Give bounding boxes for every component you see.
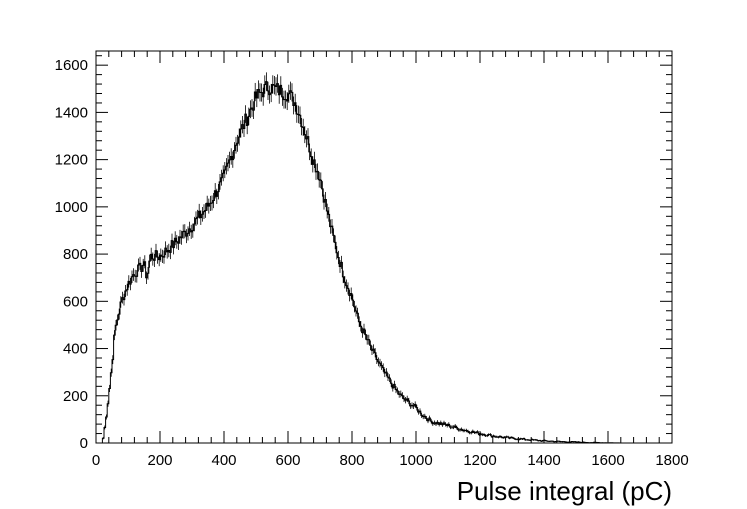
x-tick-label: 0 — [92, 452, 100, 469]
x-tick-label: 200 — [147, 452, 172, 469]
y-tick-label: 1600 — [55, 57, 88, 74]
tick-labels: 0 200 400 600 800 1000 1200 1400 1600 1800 0 200 400… — [55, 57, 689, 469]
y-tick-label: 200 — [63, 388, 88, 405]
x-tick-label: 800 — [339, 452, 364, 469]
x-axis-title: Pulse integral (pC) — [457, 476, 672, 506]
histogram-line — [96, 81, 640, 444]
x-tick-label: 600 — [275, 452, 300, 469]
y-tick-label: 1200 — [55, 152, 88, 169]
x-tick-label: 1400 — [527, 452, 560, 469]
y-tick-label: 0 — [80, 435, 88, 452]
plot-frame — [95, 50, 673, 444]
y-tick-label: 800 — [63, 246, 88, 263]
x-tick-label: 1200 — [463, 452, 496, 469]
x-tick-label: 1800 — [655, 452, 688, 469]
y-tick-label: 1000 — [55, 199, 88, 216]
x-tick-label: 1000 — [399, 452, 432, 469]
axis-ticks — [95, 51, 673, 444]
y-tick-label: 1400 — [55, 104, 88, 121]
x-tick-label: 1600 — [591, 452, 624, 469]
histogram-series — [96, 72, 640, 444]
y-tick-label: 600 — [63, 293, 88, 310]
y-tick-label: 400 — [63, 341, 88, 358]
x-tick-label: 400 — [211, 452, 236, 469]
